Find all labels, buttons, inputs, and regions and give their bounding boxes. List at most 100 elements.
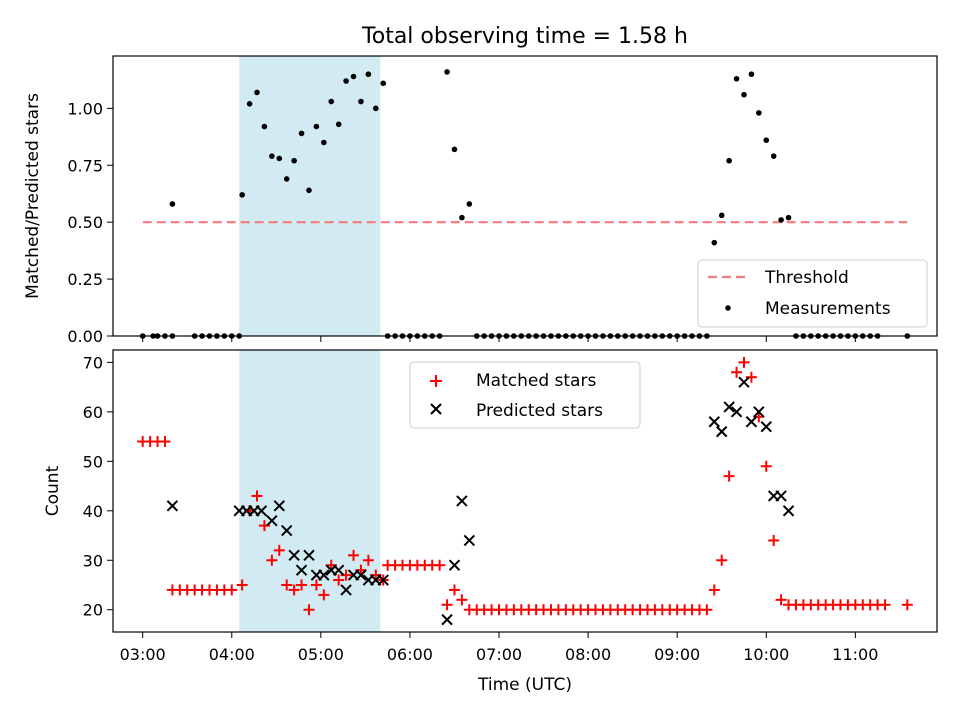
measurement-point [321, 139, 327, 146]
top-x-ticks [142, 336, 856, 342]
bottom-marks [137, 356, 913, 626]
x-tick-label: 08:00 [565, 645, 611, 664]
predicted-star-point [318, 569, 330, 581]
measurement-point [763, 137, 770, 144]
matched-star-point [441, 599, 453, 611]
measurement-point [785, 214, 792, 221]
measurement-point [444, 69, 450, 75]
legend-measurements-swatch [725, 305, 731, 311]
matched-star-point [434, 559, 446, 571]
measurement-point [283, 176, 290, 182]
top-y-axis: 0.00 0.25 0.50 0.75 1.00 [67, 99, 113, 346]
predicted-star-point [255, 505, 268, 517]
matched-star-point [226, 584, 238, 596]
figure-title: Total observing time = 1.58 h [361, 24, 688, 49]
matched-star-point [318, 589, 330, 601]
predicted-star-point [355, 569, 367, 581]
y-tick-label: 0.50 [67, 213, 103, 232]
bottom-axes-frame [112, 349, 938, 633]
predicted-star-point [266, 514, 278, 527]
x-tick-label: 11:00 [832, 645, 878, 664]
matched-star-point [731, 366, 743, 378]
y-tick-label: 70 [83, 353, 103, 372]
bottom-x-axis: 03:00 04:00 05:00 06:00 07:00 08:00 09:00 10:00… [120, 632, 878, 664]
predicted-star-point [723, 401, 735, 413]
top-y-axis-label: Matched/Predicted stars [23, 93, 43, 299]
measurement-point [261, 123, 268, 130]
measurement-point [711, 239, 718, 246]
bottom-y-axis-label: Count [43, 465, 63, 516]
y-tick-label: 20 [83, 601, 103, 620]
legend-threshold-label: Threshold [764, 268, 849, 288]
measurement-point [313, 123, 320, 130]
predicted-star-point [775, 490, 787, 502]
predicted-star-point [166, 500, 179, 512]
predicted-star-point [753, 406, 765, 418]
predicted-star-point [760, 420, 772, 433]
x-tick-label: 07:00 [476, 645, 522, 664]
predicted-star-point [441, 613, 453, 626]
measurement-point [358, 98, 364, 105]
measurement-point [254, 89, 260, 96]
x-tick-label: 04:00 [209, 645, 255, 664]
matched-star-point [723, 470, 735, 482]
bottom-shaded-interval [239, 350, 381, 632]
predicted-star-point [303, 549, 315, 562]
bottom-panel: 20 30 40 50 60 70 03:00 04:00 05:00 06:00 07:00 08… [43, 349, 938, 695]
legend-measurements-label: Measurements [765, 299, 891, 319]
top-shaded-interval [239, 56, 381, 336]
legend-box [409, 361, 641, 429]
predicted-star-point [295, 564, 308, 576]
matched-star-point [266, 554, 278, 566]
y-tick-label: 1.00 [67, 99, 103, 118]
x-tick-label: 10:00 [743, 645, 789, 664]
measurement-point [306, 187, 312, 194]
measurement-point [335, 121, 342, 128]
measurement-point [169, 201, 176, 207]
predicted-star-point [456, 495, 468, 507]
matched-star-point [708, 584, 720, 596]
measurement-point [778, 217, 784, 223]
measurement-point [365, 71, 372, 78]
top-legend: Threshold Measurements [697, 259, 928, 328]
predicted-star-point [377, 574, 389, 586]
matched-star-point [738, 356, 750, 368]
measurement-point [343, 78, 349, 84]
matched-star-point [236, 579, 248, 591]
measurement-point [372, 105, 379, 112]
matched-star-point [296, 579, 308, 591]
bottom-legend: Matched stars Predicted stars [409, 361, 641, 429]
matched-star-point [362, 554, 374, 566]
measurement-point [291, 157, 297, 164]
y-tick-label: 0.25 [67, 270, 103, 289]
matched-star-point [251, 490, 263, 502]
x-tick-label: 05:00 [298, 645, 344, 664]
matched-star-point [159, 436, 171, 448]
measurement-point [466, 201, 473, 207]
measurement-point [748, 71, 755, 78]
y-tick-label: 30 [83, 551, 103, 570]
y-tick-label: 60 [83, 403, 103, 422]
predicted-star-point [340, 584, 352, 596]
legend-predicted-swatch [430, 403, 442, 415]
predicted-star-point [288, 549, 300, 562]
matched-star-point [701, 604, 713, 616]
matched-star-point [716, 554, 728, 566]
matched-star-point [281, 579, 293, 591]
measurement-point [718, 212, 725, 219]
matched-star-point [901, 599, 913, 611]
measurement-point [741, 91, 747, 98]
matched-star-point [303, 604, 315, 616]
bottom-y-axis: 20 30 40 50 60 70 [83, 353, 113, 620]
measurement-point [770, 153, 777, 159]
predicted-star-point [730, 406, 743, 418]
measurement-point [380, 80, 387, 87]
measurement-point [459, 214, 465, 221]
matched-star-point [456, 594, 468, 606]
predicted-star-point [708, 416, 721, 428]
matched-star-point [879, 599, 891, 611]
matched-star-point [448, 584, 460, 596]
top-axes-frame [112, 55, 938, 337]
